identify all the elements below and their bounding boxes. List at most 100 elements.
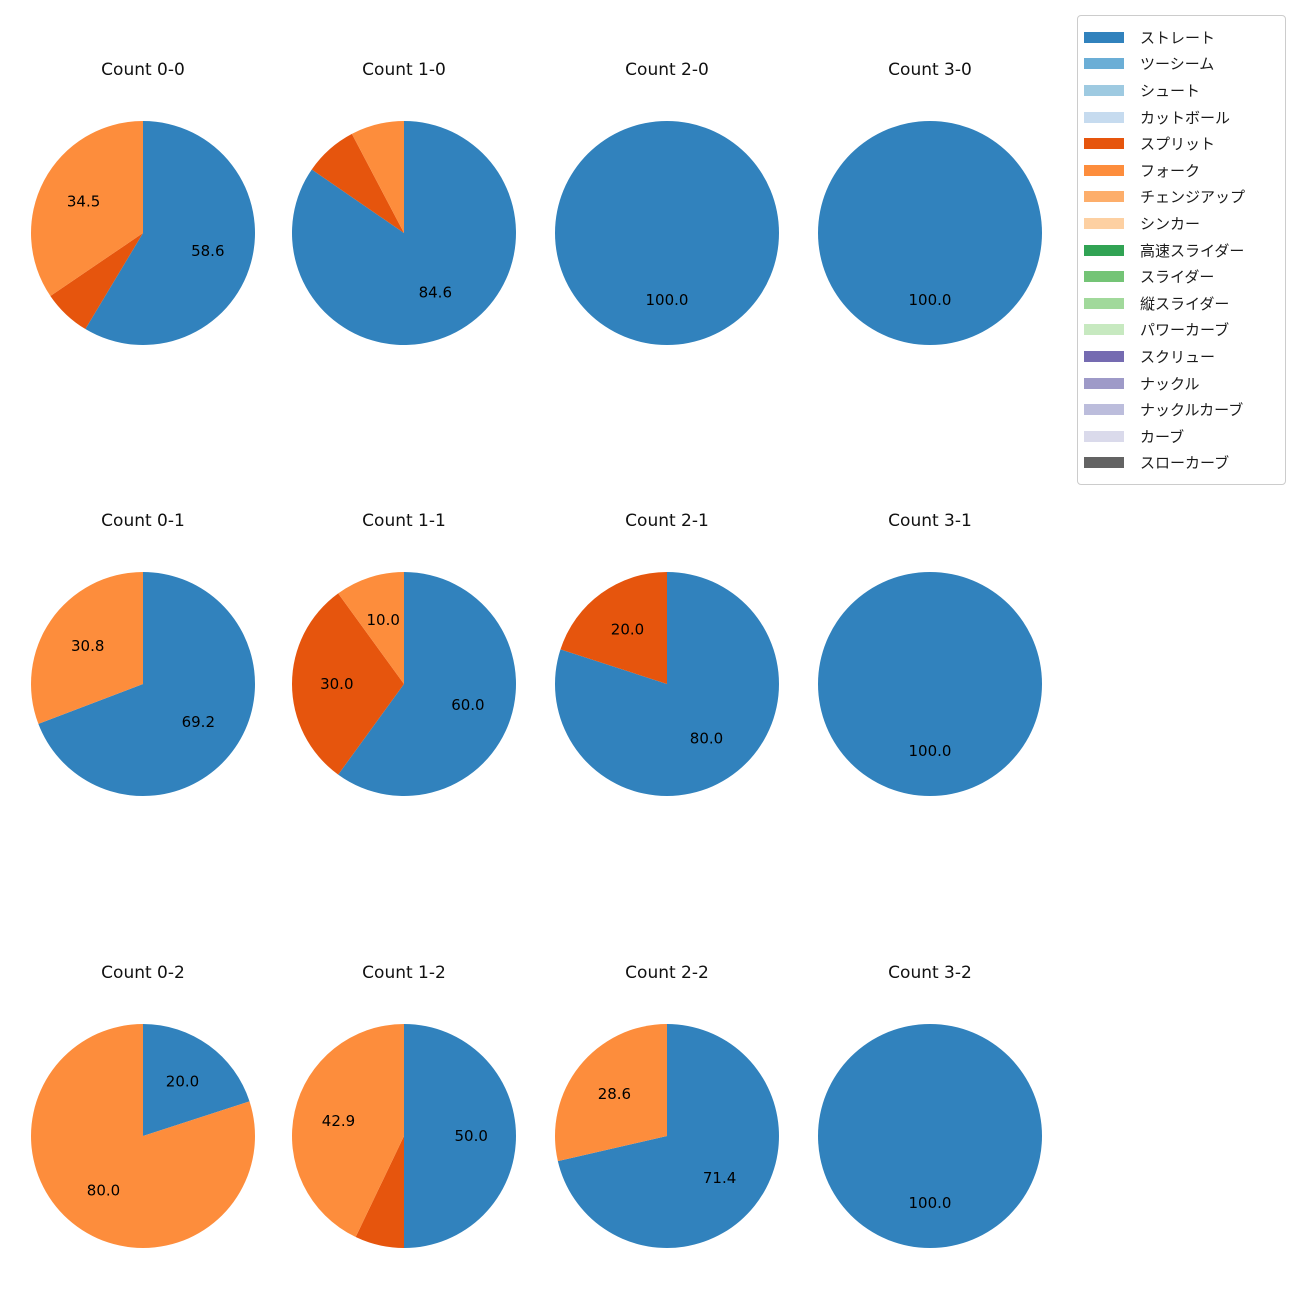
percent-label: 58.6	[191, 242, 224, 260]
pie-slice	[31, 572, 144, 724]
pie-slice	[338, 572, 517, 796]
legend-swatch	[1084, 430, 1124, 442]
pie-chart-count-0-0: Count 0-0 58.6 34.5	[12, 53, 274, 403]
percent-label: 84.6	[419, 284, 452, 302]
legend-swatch	[1084, 350, 1124, 362]
pie-slice	[351, 121, 404, 233]
legend-swatch	[1084, 404, 1124, 416]
legend-label: フォーク	[1140, 161, 1201, 180]
pie-slice	[560, 572, 667, 684]
legend-label: ナックル	[1140, 374, 1200, 393]
pie-slice	[292, 1024, 404, 1238]
percent-label: 100.0	[909, 1194, 952, 1212]
legend-swatch	[1084, 58, 1124, 70]
legend-label: シンカー	[1140, 214, 1201, 233]
pie-slice	[50, 233, 143, 330]
pie-svg: 58.6 34.5	[31, 121, 256, 345]
legend-label: カーブ	[1140, 427, 1185, 446]
legend-label: ナックルカーブ	[1140, 401, 1244, 420]
percent-label: 42.9	[322, 1112, 355, 1130]
pie-svg: 100.0	[818, 121, 1042, 345]
pie-slice	[85, 121, 256, 345]
pie-svg: 100.0	[818, 572, 1042, 796]
legend-item: 縦スライダー	[1084, 290, 1279, 317]
chart-title: Count 3-1	[888, 511, 972, 531]
chart-title: Count 1-2	[362, 963, 446, 983]
percent-label: 100.0	[909, 742, 952, 760]
percent-label: 28.6	[598, 1085, 631, 1103]
pie-svg: 100.0	[555, 121, 779, 345]
legend-swatch	[1084, 84, 1124, 96]
percent-label: 60.0	[451, 696, 484, 714]
legend-item: チェンジアップ	[1084, 184, 1279, 211]
legend-item: ストレート	[1084, 24, 1279, 51]
pie-slice	[554, 572, 779, 796]
legend-label: シュート	[1140, 81, 1201, 100]
legend-label: 縦スライダー	[1140, 294, 1230, 313]
legend-label: ストレート	[1140, 28, 1216, 47]
percent-label: 100.0	[909, 291, 952, 309]
pie-chart-count-0-2: Count 0-2 20.0 80.0	[12, 956, 274, 1300]
pie-slice	[311, 133, 404, 233]
pie-svg: 69.2 30.8	[31, 572, 256, 796]
legend-item: フォーク	[1084, 157, 1279, 184]
percent-label: 30.8	[71, 637, 104, 655]
legend-swatch	[1084, 377, 1124, 389]
pie-slice	[818, 572, 1042, 796]
pie-slice	[143, 1024, 250, 1136]
pie-slice	[555, 121, 779, 345]
pie-slice	[554, 1024, 667, 1162]
pie-chart-count-1-2: Count 1-2 50.0 42.9	[273, 956, 535, 1300]
legend-swatch	[1084, 191, 1124, 203]
legend-item: ナックルカーブ	[1084, 396, 1279, 423]
percent-label: 10.0	[366, 611, 399, 629]
pie-chart-count-2-2: Count 2-2 71.4 28.6	[536, 956, 798, 1300]
pie-slice	[818, 1024, 1042, 1248]
chart-title: Count 2-0	[625, 60, 709, 80]
pie-svg: 71.4 28.6	[554, 1024, 779, 1248]
chart-title: Count 3-2	[888, 963, 972, 983]
pie-slice	[355, 1136, 404, 1248]
legend-item: スライダー	[1084, 263, 1279, 290]
pie-chart-count-1-1: Count 1-1 60.0 30.0 10.0	[273, 504, 535, 854]
percent-label: 50.0	[454, 1127, 487, 1145]
pie-svg: 60.0 30.0 10.0	[292, 572, 517, 796]
percent-label: 20.0	[611, 621, 644, 639]
legend-label: カットボール	[1140, 108, 1231, 127]
legend-swatch	[1084, 457, 1124, 469]
legend-label: スプリット	[1140, 135, 1216, 154]
legend-item: パワーカーブ	[1084, 317, 1279, 344]
pie-slice	[338, 572, 404, 684]
legend-item: 高速スライダー	[1084, 237, 1279, 264]
pie-svg: 50.0 42.9	[292, 1024, 516, 1248]
pie-slice	[31, 121, 143, 296]
legend-label: スクリュー	[1140, 347, 1216, 366]
percent-label: 80.0	[690, 729, 723, 747]
legend-swatch	[1084, 138, 1124, 150]
pie-slice	[404, 1024, 516, 1248]
pie-slice	[292, 593, 404, 775]
chart-title: Count 1-0	[362, 60, 446, 80]
legend-item: スクリュー	[1084, 343, 1279, 370]
percent-label: 69.2	[182, 713, 215, 731]
pie-slice	[31, 1024, 256, 1248]
legend-swatch	[1084, 244, 1124, 256]
chart-title: Count 2-2	[625, 963, 709, 983]
chart-title: Count 0-0	[101, 60, 185, 80]
pie-slice	[38, 572, 256, 796]
legend-label: 高速スライダー	[1140, 241, 1245, 260]
legend-item: カットボール	[1084, 104, 1279, 131]
legend-item: シンカー	[1084, 210, 1279, 237]
chart-title: Count 1-1	[362, 511, 446, 531]
percent-label: 80.0	[87, 1181, 120, 1199]
legend-swatch	[1084, 217, 1124, 229]
pie-svg: 20.0 80.0	[31, 1024, 256, 1248]
legend-swatch	[1084, 297, 1124, 309]
legend-item: スプリット	[1084, 130, 1279, 157]
legend-swatch	[1084, 271, 1124, 283]
legend-item: カーブ	[1084, 423, 1279, 450]
percent-label: 100.0	[646, 291, 689, 309]
pie-chart-count-3-2: Count 3-2 100.0	[799, 956, 1061, 1300]
pie-chart-count-3-0: Count 3-0 100.0	[799, 53, 1061, 403]
